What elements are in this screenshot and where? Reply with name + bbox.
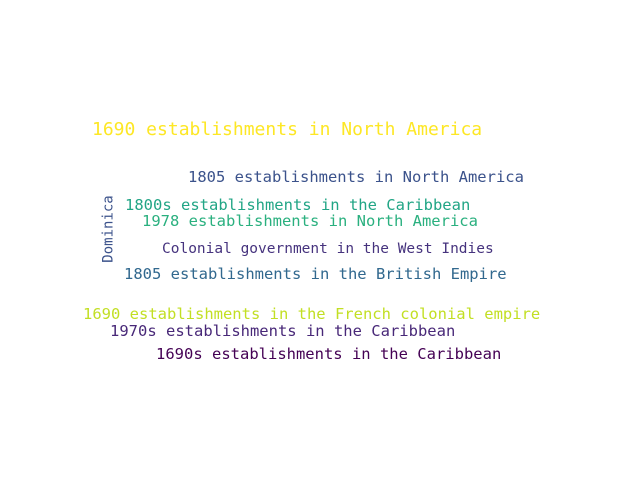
cloud-word-5: Colonial government in the West Indies xyxy=(162,241,494,257)
cloud-word-7: 1690 establishments in the French coloni… xyxy=(83,305,541,323)
cloud-word-0: 1690 establishments in North America xyxy=(92,119,483,140)
cloud-word-3: 1800s establishments in the Caribbean xyxy=(125,196,471,214)
cloud-word-4: 1978 establishments in North America xyxy=(142,212,478,230)
cloud-word-6: 1805 establishments in the British Empir… xyxy=(124,265,507,283)
cloud-word-8: 1970s establishments in the Caribbean xyxy=(110,322,456,340)
cloud-word-9: 1690s establishments in the Caribbean xyxy=(156,345,502,363)
cloud-word-1: 1805 establishments in North America xyxy=(188,168,524,186)
cloud-word-2: Dominica xyxy=(100,195,117,263)
